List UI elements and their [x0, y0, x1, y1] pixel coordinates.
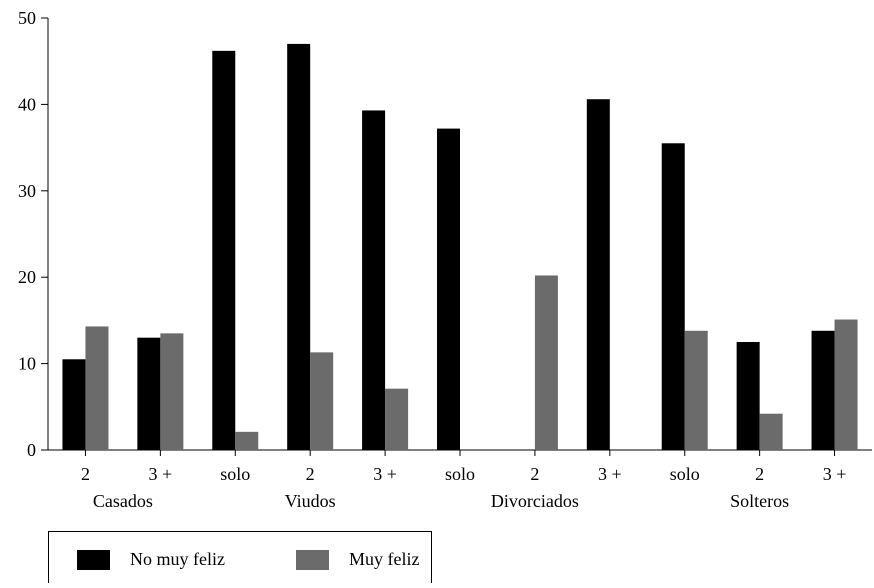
y-tick-label: 10 — [18, 354, 36, 374]
group-label: Viudos — [285, 491, 336, 511]
bar-muy-feliz — [235, 431, 259, 450]
x-tick-label: 2 — [81, 464, 90, 484]
legend-label-muy-feliz: Muy feliz — [349, 549, 420, 569]
bar-muy-feliz — [310, 352, 334, 450]
y-tick-label: 0 — [27, 440, 36, 460]
legend-item-muy-feliz: Muy feliz — [296, 549, 419, 570]
bar-muy-feliz — [759, 413, 783, 450]
bar-muy-feliz — [385, 388, 409, 450]
y-tick-label: 30 — [18, 181, 36, 201]
x-tick-label: solo — [220, 464, 250, 484]
group-label: Divorciados — [491, 491, 579, 511]
x-tick-label: 3 + — [149, 464, 173, 484]
y-tick-label: 50 — [18, 8, 36, 28]
legend-label-no-muy-feliz: No muy feliz — [130, 549, 225, 569]
bar-no-muy-feliz — [736, 342, 760, 450]
bar-muy-feliz — [160, 333, 184, 450]
bar-no-muy-feliz — [586, 99, 610, 450]
bar-no-muy-feliz — [62, 359, 86, 450]
bar-no-muy-feliz — [362, 110, 386, 450]
bar-no-muy-feliz — [287, 43, 311, 451]
bar-muy-feliz — [834, 319, 858, 450]
bar-muy-feliz — [684, 330, 708, 450]
legend-item-no-muy-feliz: No muy feliz — [77, 549, 225, 570]
x-tick-label: 2 — [306, 464, 315, 484]
legend-swatch-no-muy-feliz — [77, 549, 110, 570]
bar-muy-feliz — [85, 326, 109, 450]
x-tick-label: 2 — [530, 464, 539, 484]
legend: No muy feliz Muy feliz — [48, 531, 432, 583]
legend-swatch-muy-feliz — [296, 549, 329, 570]
bar-no-muy-feliz — [661, 143, 685, 450]
x-tick-label: solo — [670, 464, 700, 484]
bar-no-muy-feliz — [437, 128, 460, 451]
x-tick-label: solo — [445, 464, 475, 484]
bar-no-muy-feliz — [212, 50, 236, 450]
group-label: Casados — [93, 491, 153, 511]
x-tick-label: 3 + — [823, 464, 847, 484]
y-tick-label: 40 — [18, 94, 36, 114]
x-tick-label: 3 + — [373, 464, 397, 484]
group-label: Solteros — [730, 491, 789, 511]
x-tick-label: 3 + — [598, 464, 622, 484]
x-tick-label: 2 — [755, 464, 764, 484]
bar-muy-feliz — [534, 275, 558, 450]
bar-no-muy-feliz — [811, 330, 835, 450]
bar-no-muy-feliz — [137, 337, 161, 450]
y-tick-label: 20 — [18, 267, 36, 287]
